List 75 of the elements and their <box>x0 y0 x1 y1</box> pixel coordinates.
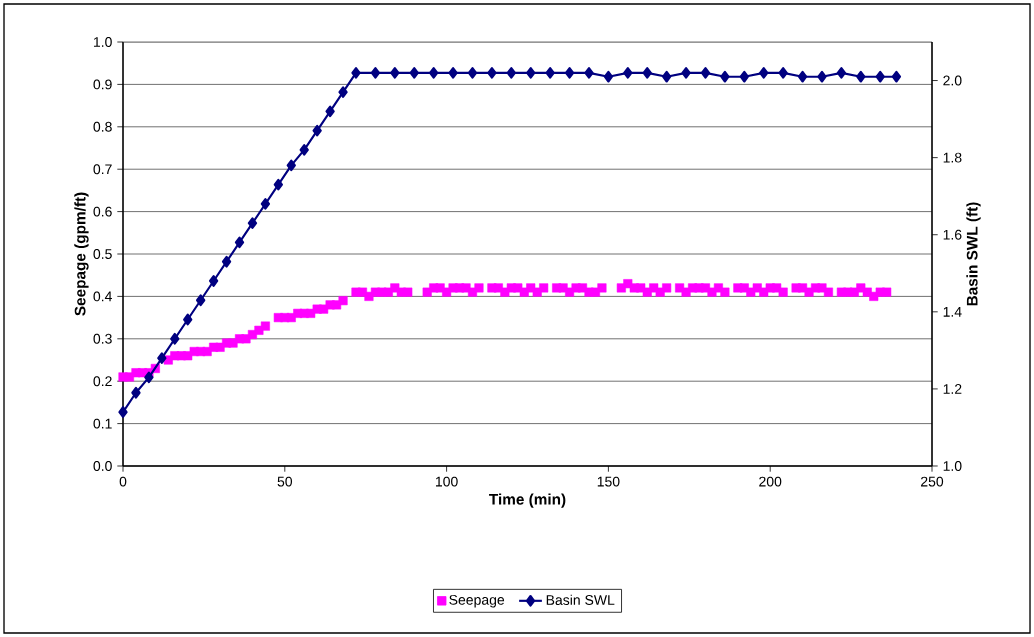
point <box>778 66 788 79</box>
y2-tick-label: 1.8 <box>943 152 962 163</box>
point <box>506 66 516 79</box>
x-axis-title: Time (min) <box>489 493 566 508</box>
point <box>183 313 193 326</box>
y2-tick-label: 2.0 <box>943 75 962 86</box>
point <box>642 66 652 79</box>
point <box>759 66 769 79</box>
point <box>526 66 536 79</box>
point <box>661 70 672 83</box>
point <box>739 70 749 83</box>
point <box>681 66 691 79</box>
point <box>545 66 555 79</box>
y-tick-label: 0.2 <box>93 376 112 387</box>
point <box>144 371 154 384</box>
y2-axis-title: Basin SWL (ft) <box>966 202 981 306</box>
point <box>720 70 730 83</box>
point <box>467 66 478 79</box>
legend-label: Seepage <box>449 594 505 608</box>
point <box>797 70 808 83</box>
x-tick-label: 250 <box>921 476 944 487</box>
y-tick-label: 0.6 <box>93 206 112 217</box>
point <box>487 66 497 79</box>
point <box>234 236 245 249</box>
point <box>584 66 594 79</box>
point <box>312 124 322 137</box>
y2-tick-label: 1.2 <box>943 384 962 394</box>
point <box>700 66 711 79</box>
point <box>623 66 633 79</box>
point <box>448 66 458 79</box>
point <box>170 332 180 345</box>
y2-tick-label: 1.0 <box>943 461 962 471</box>
y-tick-label: 0.8 <box>93 121 112 132</box>
point <box>118 406 128 418</box>
y-tick-label: 0.9 <box>93 79 112 90</box>
point <box>157 352 167 364</box>
point <box>856 70 866 83</box>
y-tick-label: 0.3 <box>93 333 112 344</box>
y-tick-label: 0.4 <box>93 291 112 302</box>
point <box>351 66 361 79</box>
point <box>370 66 381 79</box>
point <box>409 66 419 79</box>
point <box>131 386 141 399</box>
y-tick-label: 0.0 <box>93 461 112 471</box>
point <box>260 198 271 210</box>
point <box>208 275 219 287</box>
point <box>221 255 232 268</box>
point <box>390 66 400 79</box>
x-tick-label: 50 <box>277 476 293 487</box>
y2-tick-label: 1.4 <box>943 307 962 317</box>
point <box>247 217 258 230</box>
point <box>196 294 206 307</box>
point <box>286 159 296 172</box>
x-tick-label: 100 <box>435 476 458 487</box>
point <box>428 66 439 79</box>
x-tick-label: 0 <box>119 476 127 487</box>
y2-tick-label: 1.6 <box>943 229 962 240</box>
y-axis-title: Seepage (gpm/ft) <box>74 192 89 316</box>
point <box>603 70 614 83</box>
y-tick-label: 0.1 <box>93 418 112 429</box>
y-tick-label: 1.0 <box>93 37 112 47</box>
x-tick-label: 200 <box>759 476 782 487</box>
point <box>299 144 309 156</box>
point <box>836 66 847 79</box>
y-tick-label: 0.7 <box>93 164 112 175</box>
point <box>325 105 335 118</box>
point <box>273 178 284 191</box>
y-tick-label: 0.5 <box>93 249 112 259</box>
point <box>564 66 575 79</box>
point <box>875 70 885 83</box>
point <box>817 70 827 83</box>
x-tick-label: 150 <box>597 476 620 487</box>
legend-label: Basin SWL <box>546 594 615 605</box>
point <box>338 86 348 98</box>
point <box>891 70 902 83</box>
